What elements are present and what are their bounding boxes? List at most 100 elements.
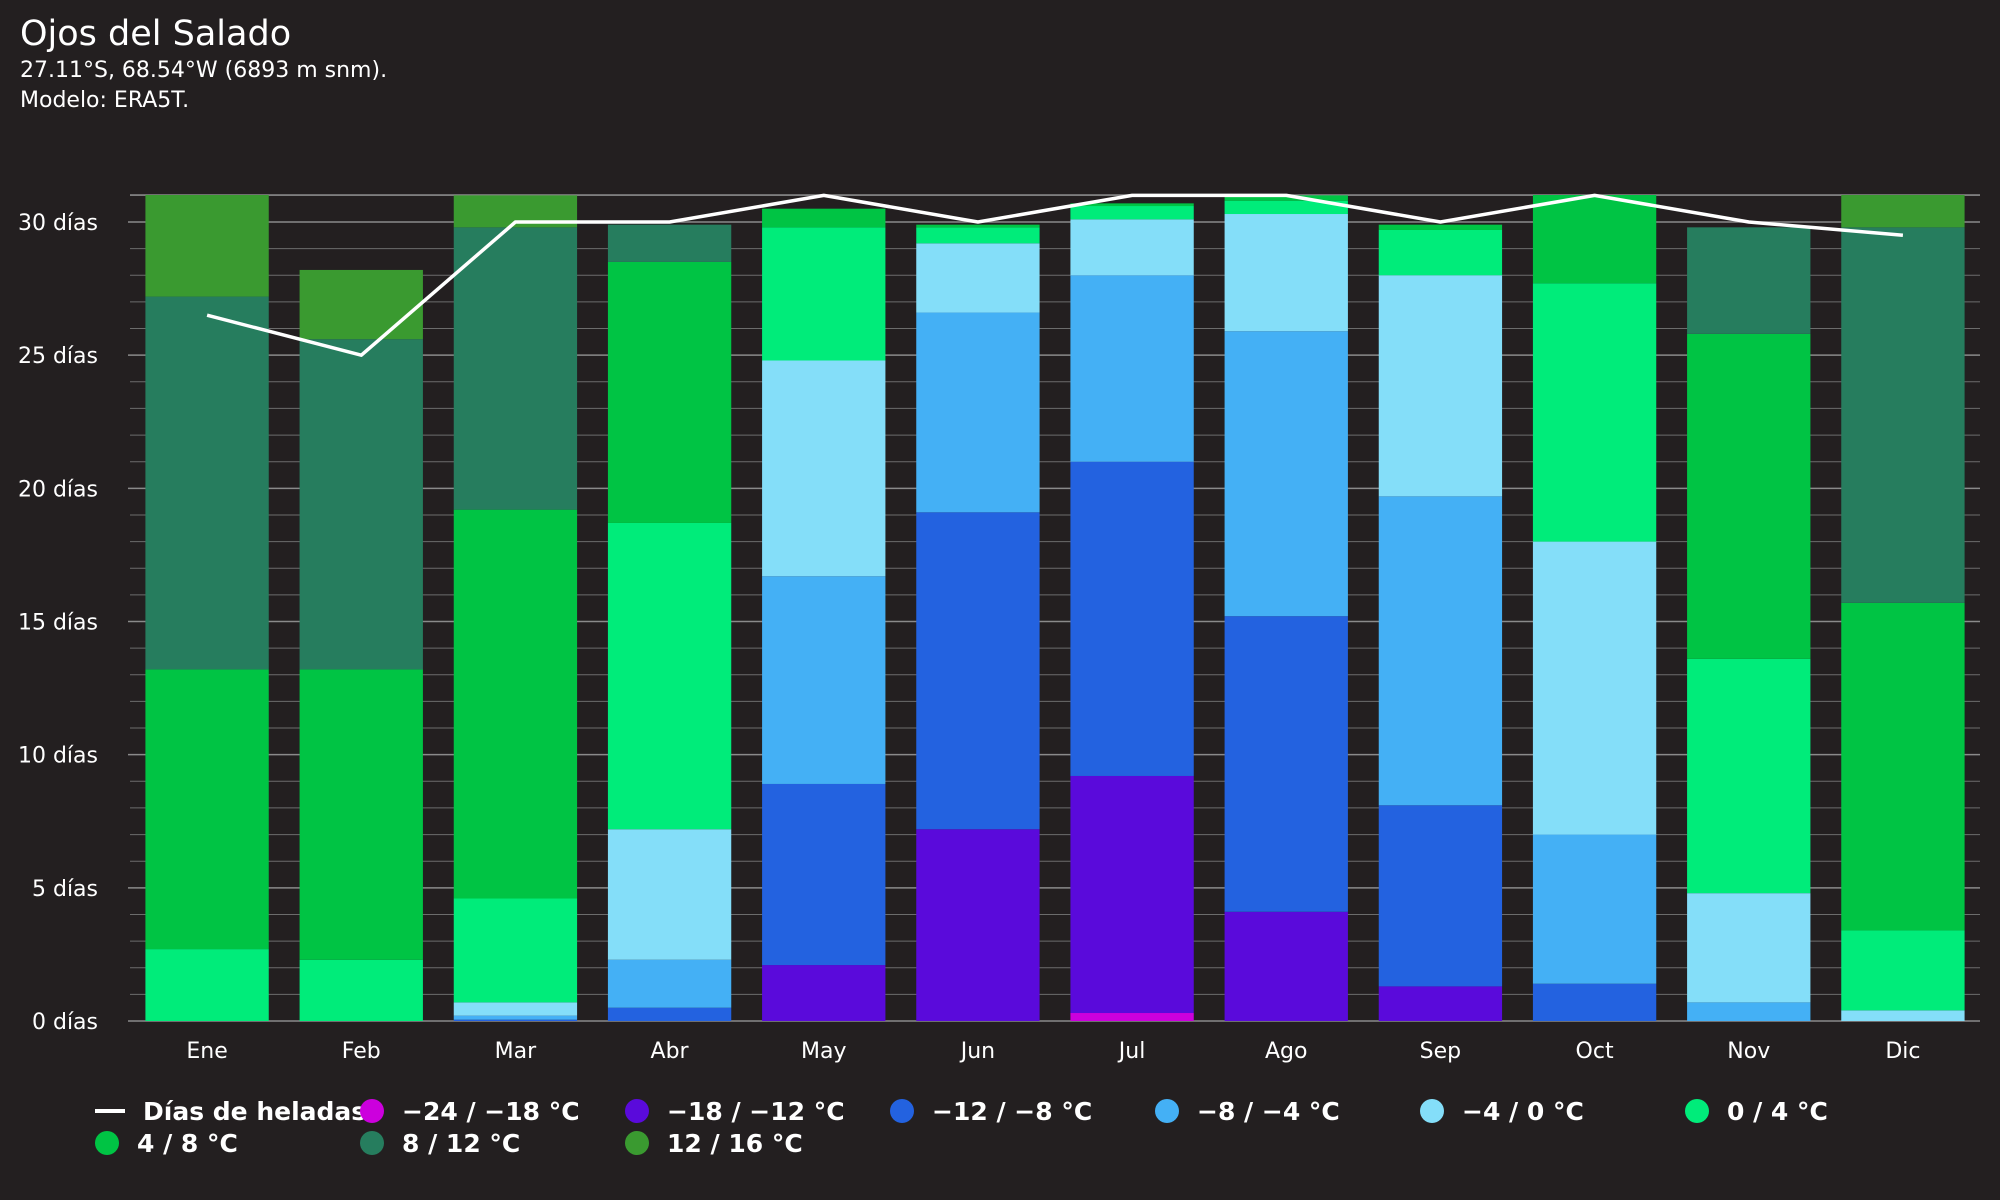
- bar-segment-may-4: [762, 360, 886, 577]
- bar-segment-ago-5: [1224, 200, 1348, 215]
- bar-segment-mar-4: [453, 1002, 578, 1016]
- bar-segment-jul-3: [1070, 275, 1194, 462]
- bar-segment-ene-6: [145, 669, 269, 950]
- bar-segment-sep-4: [1378, 275, 1503, 497]
- bar-segment-jul-5: [1070, 206, 1194, 220]
- bar-segment-ago-3: [1224, 331, 1348, 617]
- bar-segment-sep-6: [1378, 224, 1503, 230]
- legend-label: −4 / 0 °C: [1462, 1096, 1584, 1126]
- legend-swatch: [625, 1099, 649, 1123]
- bar-segment-oct-6: [1532, 195, 1657, 284]
- frost-days-line: [206, 193, 1904, 357]
- legend-item[interactable]: 0 / 4 °C: [1685, 1096, 1950, 1126]
- legend-line-marker: [95, 1109, 125, 1113]
- bar-segment-dic-7: [1841, 227, 1965, 603]
- x-tick-label: Jul: [1117, 1039, 1146, 1064]
- bar-segment-nov-7: [1687, 227, 1811, 334]
- x-tick-label: Dic: [1885, 1039, 1920, 1064]
- legend-item[interactable]: −24 / −18 °C: [360, 1096, 625, 1126]
- bar-segment-dic-5: [1841, 930, 1965, 1011]
- legend-item[interactable]: −4 / 0 °C: [1420, 1096, 1685, 1126]
- y-tick-label: 10 días: [18, 744, 98, 769]
- x-tick-label: Feb: [342, 1039, 381, 1064]
- bar-segment-dic-8: [1841, 195, 1965, 228]
- bar-segment-feb-6: [299, 669, 423, 960]
- bar-segment-mar-2: [453, 1019, 578, 1021]
- bar-segment-jun-3: [916, 312, 1040, 513]
- bar-segment-ene-7: [145, 296, 269, 670]
- bar-segment-abr-2: [607, 1007, 732, 1021]
- bar-segment-abr-4: [607, 829, 732, 960]
- bar-segment-may-2: [762, 783, 886, 966]
- y-tick-label: 5 días: [32, 877, 98, 902]
- bar-segment-nov-3: [1687, 1002, 1811, 1021]
- x-tick-label: Abr: [651, 1039, 690, 1064]
- legend-swatch: [1420, 1099, 1444, 1123]
- x-tick-label: Ene: [186, 1039, 227, 1064]
- bar-segment-ene-8: [145, 195, 269, 297]
- bar-segment-may-3: [762, 576, 886, 784]
- legend-item[interactable]: 4 / 8 °C: [95, 1129, 360, 1158]
- bar-segment-jul-4: [1070, 219, 1194, 276]
- stacked-bar-chart: 0 días 5 días 10 días 15 días 20 días 25 días…: [18, 193, 1980, 1064]
- y-tick-label: 30 días: [18, 211, 98, 236]
- legend-label: −12 / −8 °C: [932, 1096, 1093, 1126]
- legend-swatch: [360, 1131, 384, 1155]
- legend-swatch: [1155, 1099, 1179, 1123]
- bar-segment-may-5: [762, 227, 886, 361]
- bar-segment-jun-2: [916, 512, 1040, 830]
- legend-swatch: [95, 1131, 119, 1155]
- bar-segment-abr-7: [607, 224, 732, 262]
- x-tick-label: Nov: [1727, 1039, 1770, 1064]
- legend-swatch: [360, 1099, 384, 1123]
- legend-label: −8 / −4 °C: [1197, 1096, 1340, 1126]
- x-tick-label: Jun: [959, 1039, 995, 1064]
- y-tick-label: 20 días: [18, 477, 98, 502]
- bar-segment-feb-7: [299, 339, 423, 670]
- bar-segment-ago-2: [1224, 616, 1348, 912]
- legend-label: −24 / −18 °C: [402, 1096, 580, 1126]
- legend-item[interactable]: Días de heladas: [95, 1097, 366, 1126]
- legend-label: 0 / 4 °C: [1727, 1096, 1828, 1126]
- chart-title: Ojos del Salado: [20, 14, 292, 54]
- bar-segment-ago-4: [1224, 214, 1348, 332]
- bar-segment-oct-2: [1532, 983, 1657, 1021]
- legend-item[interactable]: 12 / 16 °C: [625, 1128, 890, 1158]
- legend-swatch: [890, 1099, 914, 1123]
- x-tick-label: Oct: [1576, 1039, 1614, 1064]
- chart-coordinates: 27.11°S, 68.54°W (6893 m snm).: [20, 58, 388, 83]
- bar-segment-jul-0: [1070, 1013, 1194, 1021]
- bar-segment-sep-1: [1378, 986, 1503, 1021]
- y-tick-label: 25 días: [18, 344, 98, 369]
- y-tick-label: 0 días: [32, 1010, 98, 1035]
- legend-item[interactable]: −18 / −12 °C: [625, 1096, 890, 1126]
- legend-label: Días de heladas: [143, 1096, 367, 1126]
- legend-item[interactable]: −8 / −4 °C: [1155, 1096, 1420, 1126]
- bar-segment-oct-3: [1532, 834, 1657, 984]
- bar-segment-sep-5: [1378, 229, 1503, 276]
- bar-segment-mar-5: [453, 898, 578, 1003]
- legend-label: −18 / −12 °C: [667, 1096, 845, 1126]
- bar-segment-feb-5: [299, 959, 423, 1021]
- bar-segment-jul-2: [1070, 461, 1194, 776]
- x-tick-label: Mar: [495, 1039, 537, 1064]
- bar-segment-abr-5: [607, 522, 732, 830]
- bar-segment-ene-5: [145, 949, 269, 1021]
- legend-item[interactable]: −12 / −8 °C: [890, 1096, 1155, 1126]
- legend-item[interactable]: 8 / 12 °C: [360, 1129, 625, 1158]
- bar-segment-jun-1: [916, 829, 1040, 1021]
- chart-header: Ojos del Salado 27.11°S, 68.54°W (6893 m…: [20, 12, 387, 116]
- bar-segment-mar-3: [453, 1015, 578, 1020]
- bar-segment-nov-4: [1687, 893, 1811, 1003]
- legend-label: 12 / 16 °C: [667, 1128, 803, 1158]
- x-tick-label: Ago: [1265, 1039, 1307, 1064]
- bar-segment-abr-3: [607, 959, 732, 1008]
- bar-segment-feb-8: [299, 269, 423, 340]
- bar-segment-oct-4: [1532, 541, 1657, 835]
- bar-segment-may-6: [762, 208, 886, 228]
- x-tick-label: Sep: [1420, 1039, 1461, 1064]
- bar-segment-ago-6: [1224, 195, 1348, 201]
- bar-segment-dic-6: [1841, 602, 1965, 931]
- bar-segment-jun-6: [916, 224, 1040, 228]
- bar-segment-jun-5: [916, 227, 1040, 244]
